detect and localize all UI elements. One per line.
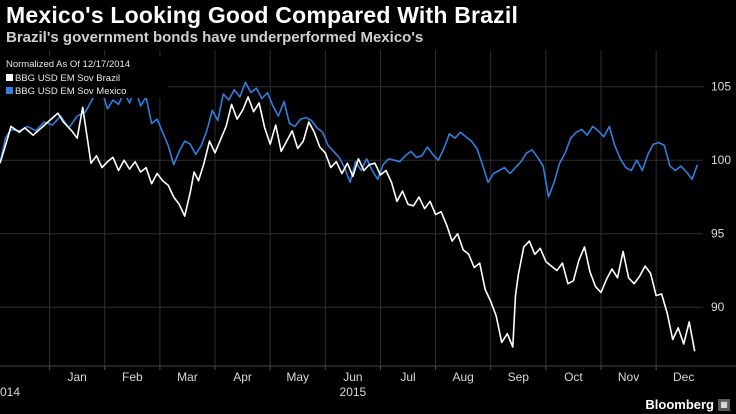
x-axis-ticks: Jan Feb Mar Apr May Jun Jul Aug Sep Oct Nov Dec 014 2… — [0, 366, 694, 399]
legend-label-brazil: BBG USD EM Sov Brazil — [15, 73, 120, 84]
year-label-2015: 2015 — [340, 385, 367, 399]
legend-label-mexico: BBG USD EM Sov Mexico — [15, 86, 126, 97]
x-tick-label-Apr: Apr — [233, 370, 252, 384]
x-tick-label-Dec: Dec — [673, 370, 694, 384]
series-line-brazil — [0, 96, 696, 352]
legend-background — [2, 56, 168, 98]
legend-swatch-mexico — [6, 87, 13, 94]
legend-heading: Normalized As Of 12/17/2014 — [6, 59, 130, 70]
x-tick-label-Sep: Sep — [508, 370, 530, 384]
year-label-014: 014 — [0, 385, 20, 399]
y-tick-label-95: 95 — [711, 227, 725, 241]
y-tick-label-100: 100 — [711, 153, 731, 167]
x-tick-label-Jan: Jan — [68, 370, 87, 384]
chart-title: Mexico's Looking Good Compared With Braz… — [6, 2, 519, 28]
x-tick-label-Oct: Oct — [564, 370, 583, 384]
x-tick-label-Aug: Aug — [452, 370, 473, 384]
legend-swatch-brazil — [6, 74, 13, 81]
x-tick-label-May: May — [286, 370, 309, 384]
x-tick-label-Jun: Jun — [343, 370, 362, 384]
bloomberg-terminal-icon: ▦ — [718, 399, 730, 411]
x-tick-label-Mar: Mar — [177, 370, 198, 384]
y-tick-label-105: 105 — [711, 80, 731, 94]
y-axis-ticks: 90 95 100 105 — [711, 80, 731, 314]
x-tick-label-Jul: Jul — [400, 370, 415, 384]
x-tick-label-Feb: Feb — [122, 370, 143, 384]
chart-subtitle: Brazil's government bonds have underperf… — [6, 29, 424, 46]
legend: Normalized As Of 12/17/2014 BBG USD EM S… — [2, 56, 168, 98]
series-line-mexico — [0, 81, 699, 198]
y-tick-label-90: 90 — [711, 300, 725, 314]
x-tick-label-Nov: Nov — [618, 370, 639, 384]
grid-lines — [0, 50, 703, 366]
series-lines — [0, 81, 699, 352]
bloomberg-logo: Bloomberg — [645, 397, 714, 412]
